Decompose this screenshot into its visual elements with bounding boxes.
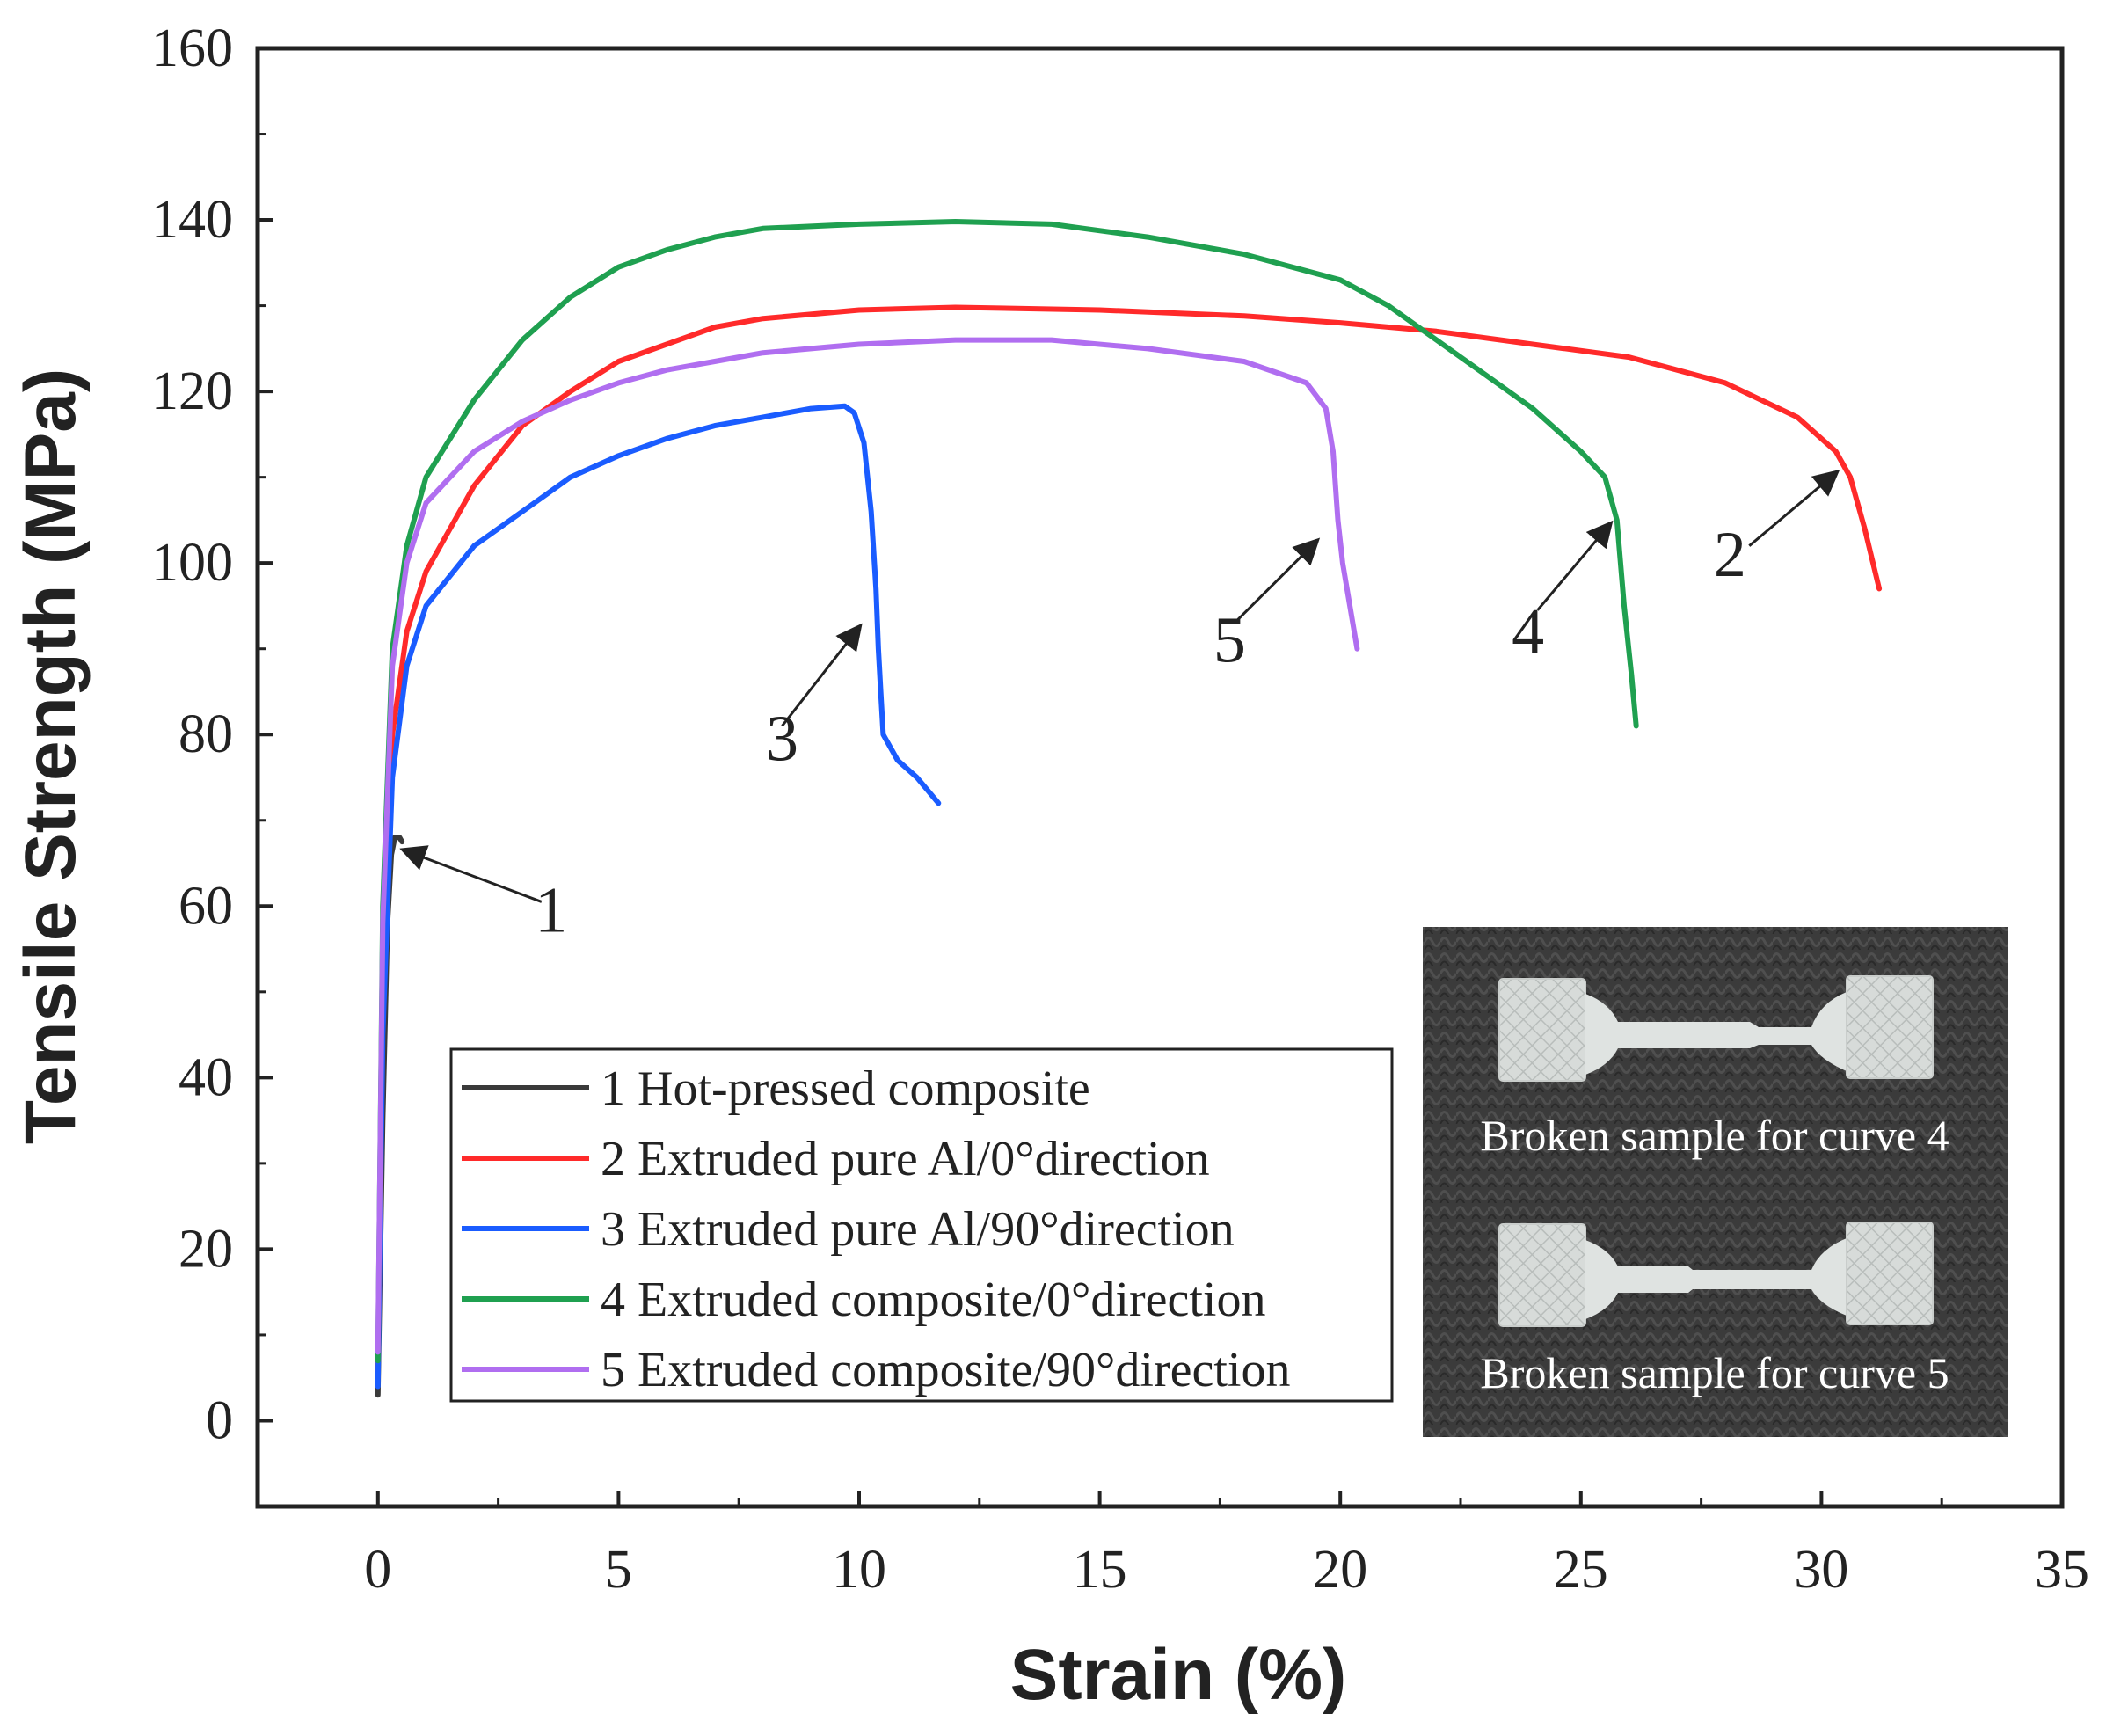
series-line-3 [375, 403, 942, 1390]
legend-box [449, 1047, 1394, 1403]
inset-photo: Broken sample for curve 4 Broken sample … [1423, 927, 2008, 1437]
curve-label-4: 4 [1512, 596, 1544, 668]
y-tick-label: 40 [179, 1047, 233, 1107]
curve-label-5: 5 [1213, 604, 1246, 676]
y-tick-label: 0 [206, 1390, 233, 1450]
y-tick-label: 20 [179, 1219, 233, 1279]
series-line-4 [375, 219, 1639, 1364]
curve-label-2: 2 [1714, 519, 1746, 591]
curve-label-1: 1 [535, 875, 567, 947]
x-tick-label: 10 [832, 1540, 886, 1600]
annotation-arrow-4 [1536, 520, 1614, 611]
x-tick-label: 30 [1794, 1540, 1848, 1600]
y-tick-label: 140 [151, 190, 233, 250]
x-tick-label: 0 [364, 1540, 391, 1600]
y-axis-title: Tensile Strength (MPa) [11, 368, 91, 1144]
legend: 1 Hot-pressed composite 2 Extruded pure A… [449, 1047, 1394, 1403]
legend-label-2: 2 Extruded pure Al/0°direction [601, 1132, 1210, 1186]
plot-frame [255, 46, 2065, 1509]
y-tick-label: 100 [151, 533, 233, 593]
y-tick-label: 80 [179, 704, 233, 764]
annotation-arrow-5 [1233, 537, 1321, 624]
annotation-arrow-1 [399, 845, 543, 903]
inset-caption-2: Broken sample for curve 5 [1480, 1348, 1949, 1397]
legend-label-3: 3 Extruded pure Al/90°direction [601, 1202, 1235, 1257]
y-tick-label: 160 [151, 18, 233, 78]
inset-caption-1: Broken sample for curve 4 [1480, 1111, 1949, 1160]
y-tick-label: 120 [151, 361, 233, 421]
y-tick-label: 60 [179, 876, 233, 936]
x-tick-label: 15 [1073, 1540, 1127, 1600]
broken-sample-5 [1498, 1222, 1934, 1327]
legend-label-4: 4 Extruded composite/0°direction [601, 1273, 1265, 1327]
curves [375, 219, 1883, 1398]
annotation-arrow-2 [1748, 469, 1840, 547]
x-tick-label: 5 [605, 1540, 632, 1600]
legend-label-5: 5 Extruded composite/90°direction [601, 1343, 1290, 1397]
curve-label-3: 3 [766, 703, 798, 775]
legend-label-1: 1 Hot-pressed composite [601, 1061, 1090, 1116]
annotations: 1 2 3 4 5 [399, 469, 1840, 947]
annotation-arrow-3 [781, 623, 863, 727]
x-tick-label: 35 [2035, 1540, 2089, 1600]
x-axis-title: Strain (%) [1010, 1635, 1347, 1715]
series-line-5 [375, 337, 1360, 1355]
broken-sample-4 [1498, 975, 1934, 1082]
x-tick-label: 25 [1554, 1540, 1608, 1600]
series-line-2 [375, 304, 1883, 1381]
x-tick-label: 20 [1313, 1540, 1367, 1600]
